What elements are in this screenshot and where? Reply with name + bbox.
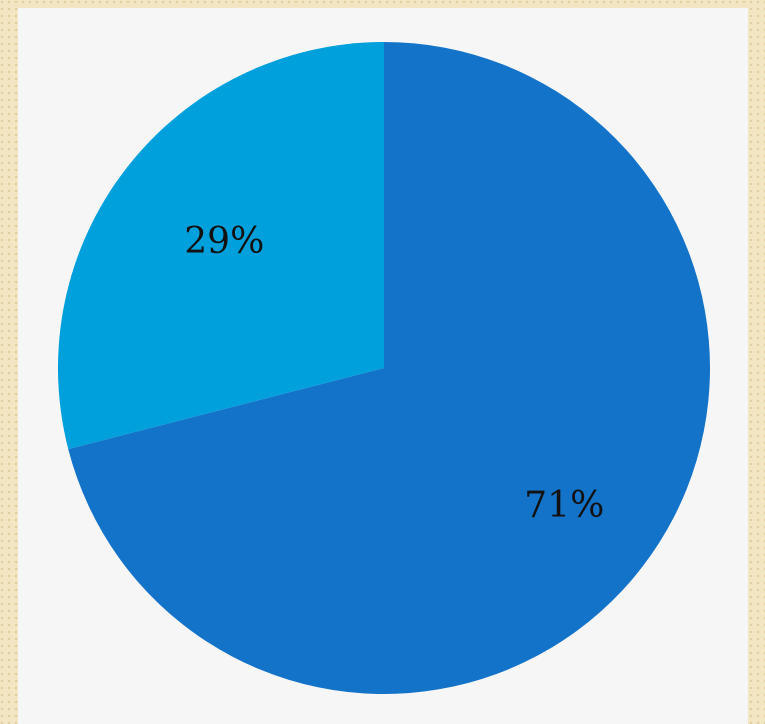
slice-29-percent [57,41,384,450]
chart-panel: 71% 29% [18,8,748,724]
slice-label-71-percent: 71% [524,485,604,526]
slice-label-29-percent: 29% [184,221,264,262]
pie-chart: 71% 29% [57,41,710,694]
slice-71-percent [68,42,710,694]
